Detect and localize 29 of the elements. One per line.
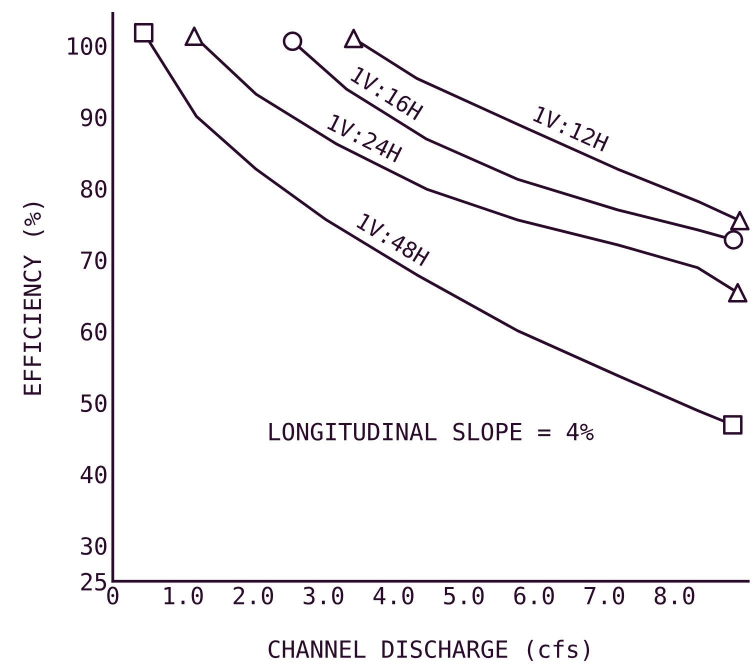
point: [344, 28, 364, 48]
x-tick-label: 5.0: [444, 586, 484, 605]
point: [728, 282, 748, 302]
point: [184, 26, 204, 46]
x-tick-label: 6.0: [514, 586, 554, 605]
y-tick-label: 50: [81, 394, 106, 412]
y-tick-label: 60: [81, 322, 106, 341]
point: [282, 32, 302, 52]
point: [724, 230, 744, 250]
point: [723, 415, 743, 435]
y-axis-title: EFFICIENCY (%): [23, 202, 44, 395]
y-tick-label: 90: [80, 108, 106, 126]
x-tick-label: 2.0: [234, 586, 274, 605]
x-tick-label: 1.0: [164, 586, 203, 605]
x-tick-label: 3.0: [304, 586, 344, 605]
y-tick-label: 30: [81, 537, 106, 555]
annotation: LONGITUDINAL SLOPE = 4%: [270, 422, 594, 441]
point: [134, 22, 154, 42]
x-tick-label: 8.0: [654, 586, 694, 605]
x-tick-label: 4.0: [374, 586, 414, 605]
y-tick-label: 70: [81, 251, 106, 270]
y-tick-label: 40: [80, 466, 106, 484]
point: [730, 210, 750, 230]
y-tick-label: 100: [68, 37, 106, 55]
x-tick-label: 7.0: [584, 586, 624, 605]
y-tick-label: 80: [81, 180, 106, 198]
x-tick-label: 0: [107, 586, 118, 605]
x-axis-title: CHANNEL DISCHARGE (cfs): [268, 640, 590, 661]
y-tick-label: 25: [81, 572, 106, 591]
